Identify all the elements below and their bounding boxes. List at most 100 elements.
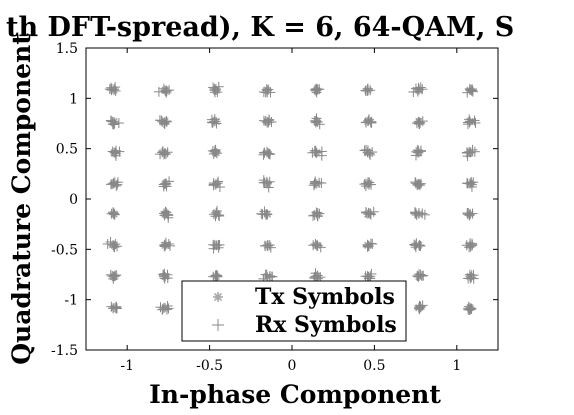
rx-symbol-point <box>415 302 426 313</box>
x-tick-label: 0 <box>288 358 297 374</box>
legend-rx-label: Rx Symbols <box>255 312 397 338</box>
rx-symbol-point <box>414 269 425 280</box>
rx-symbol-point <box>469 115 480 126</box>
rx-symbol-point <box>160 86 171 97</box>
rx-symbol-point <box>108 240 119 251</box>
rx-symbol-point <box>110 302 121 313</box>
rx-symbol-point <box>308 240 319 251</box>
rx-symbol-point <box>107 270 118 281</box>
x-axis-label: In-phase Component <box>149 380 441 409</box>
rx-symbol-point <box>214 182 225 193</box>
rx-symbol-point <box>410 240 421 251</box>
rx-symbol-point <box>413 116 424 127</box>
rx-symbol-point <box>210 145 221 156</box>
rx-symbol-point <box>111 180 122 191</box>
rx-symbol-point <box>466 85 477 96</box>
rx-symbol-point <box>360 85 371 96</box>
x-tick-label: 0.5 <box>363 358 385 374</box>
x-tick-label: -1 <box>120 358 134 374</box>
rx-symbol-point <box>465 178 476 189</box>
rx-symbol-point <box>213 209 224 220</box>
rx-symbol-point <box>108 271 119 282</box>
rx-symbol-point <box>465 208 476 219</box>
rx-symbol-point <box>162 273 173 284</box>
rx-symbol-point <box>260 240 271 251</box>
rx-symbol-point <box>462 148 473 159</box>
x-axis: -1 -0.5 0 0.5 1 <box>120 48 461 374</box>
rx-symbol-point <box>211 270 222 281</box>
rx-symbol-point <box>159 119 170 130</box>
rx-symbol-point <box>466 179 477 190</box>
rx-symbol-point <box>209 116 220 127</box>
rx-symbol-point <box>310 145 321 156</box>
rx-symbol-point <box>159 118 170 129</box>
rx-symbol-point <box>413 82 424 93</box>
rx-symbol-point <box>110 82 121 93</box>
rx-symbol-point <box>368 206 379 217</box>
rx-symbol-point <box>263 182 274 193</box>
rx-symbol-point <box>367 147 378 158</box>
rx-symbol-point <box>113 118 124 129</box>
rx-symbol-point <box>263 117 274 128</box>
rx-symbol-point <box>467 86 478 97</box>
legend: Tx Symbols Rx Symbols <box>181 280 407 342</box>
legend-box <box>181 280 407 342</box>
rx-symbol-point <box>208 178 219 189</box>
rx-symbol-point <box>365 209 376 220</box>
rx-symbol-point <box>267 271 278 282</box>
rx-symbol-point <box>361 144 372 155</box>
rx-symbol-point <box>259 147 270 158</box>
rx-symbol-point <box>316 150 327 161</box>
rx-symbol-point <box>108 241 119 252</box>
rx-symbol-point <box>463 117 474 128</box>
rx-symbol-point <box>366 179 377 190</box>
legend-tx-marker <box>213 292 223 302</box>
rx-symbol-point <box>110 147 121 158</box>
rx-symbol-point <box>463 304 474 315</box>
rx-symbol-point <box>363 115 374 126</box>
rx-symbol-point <box>261 209 272 220</box>
rx-symbol-point <box>364 208 375 219</box>
y-axis-label: Quadrature Component <box>7 33 36 365</box>
rx-symbol-point <box>308 210 319 221</box>
rx-symbol-point <box>361 117 372 128</box>
y-tick-label: -1.5 <box>51 343 78 359</box>
rx-symbol-point <box>108 303 119 314</box>
rx-symbol-point <box>108 208 119 219</box>
rx-symbol-point <box>261 84 272 95</box>
y-axis: -1.5 -1 -0.5 0 0.5 1 1.5 <box>51 41 498 359</box>
y-tick-label: 0.5 <box>56 142 78 158</box>
rx-symbol-point <box>414 304 425 315</box>
rx-symbol-point <box>153 86 164 97</box>
rx-symbol-point <box>111 270 122 281</box>
rx-symbol-point <box>412 147 423 158</box>
rx-symbol-point <box>158 181 169 192</box>
rx-symbol-point <box>264 240 275 251</box>
x-tick-label: 1 <box>452 358 461 374</box>
rx-symbol-point <box>263 148 274 159</box>
rx-symbol-point <box>362 240 373 251</box>
rx-symbol-point <box>209 114 220 125</box>
rx-symbol-point <box>411 146 422 157</box>
rx-symbol-point <box>467 144 478 155</box>
rx-symbol-point <box>105 179 116 190</box>
y-tick-label: 1 <box>69 91 78 107</box>
y-tick-label: 1.5 <box>56 41 78 57</box>
rx-symbol-point <box>210 179 221 190</box>
legend-tx-label: Tx Symbols <box>255 284 395 310</box>
rx-symbol-point <box>163 303 174 314</box>
legend-rx-marker <box>212 319 224 331</box>
rx-symbol-point <box>464 210 475 221</box>
rx-symbol-point <box>360 181 371 192</box>
rx-symbol-point <box>160 206 171 217</box>
rx-symbol-point <box>213 239 224 250</box>
rx-symbol-point <box>469 146 480 157</box>
rx-symbol-point <box>155 149 166 160</box>
rx-symbol-point <box>462 208 473 219</box>
rx-symbol-point <box>310 239 321 250</box>
rx-symbol-point <box>261 269 272 280</box>
rx-symbol-point <box>363 207 374 218</box>
rx-symbol-point <box>311 87 322 98</box>
rx-symbol-point <box>310 271 321 282</box>
rx-symbol-point <box>415 178 426 189</box>
